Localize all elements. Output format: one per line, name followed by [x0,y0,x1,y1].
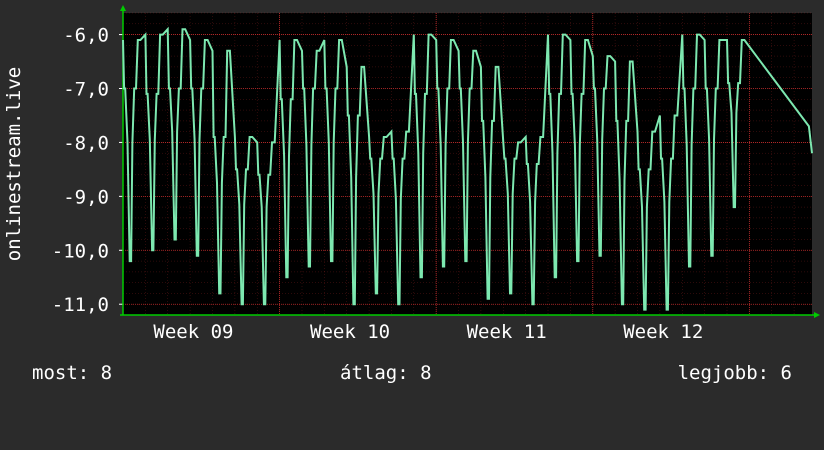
y-tick-label: -10,0 [52,240,109,262]
x-tick-label: Week 09 [153,321,233,343]
y-axis-label: onlinestream.live [3,67,25,261]
stat-average: átlag: 8 [340,362,432,384]
y-tick-label: -9,0 [63,186,109,208]
x-axis-arrow [814,312,820,318]
x-tick-label: Week 12 [623,321,703,343]
y-axis: -6,0 -7,0 -8,0 -9,0 -10,0 -11,0 [52,5,126,316]
stats-bar: most: 8 átlag: 8 legjobb: 6 [0,362,824,390]
x-axis: Week 09 Week 10 Week 11 Week 12 [120,312,820,343]
chart: Week 09 Week 10 Week 11 Week 12 -6,0 -7,0 -8,… [3,5,820,343]
y-tick-label: -7,0 [63,79,109,101]
y-tick-label: -6,0 [63,25,109,47]
series-line [122,26,813,311]
y-tick-label: -8,0 [63,132,109,154]
x-tick-label: Week 10 [310,321,390,343]
stat-best: legjobb: 6 [677,362,792,384]
y-axis-arrow [120,5,126,11]
x-tick-label: Week 11 [467,321,547,343]
stat-current: most: 8 [32,362,113,384]
y-tick-label: -11,0 [52,294,109,316]
